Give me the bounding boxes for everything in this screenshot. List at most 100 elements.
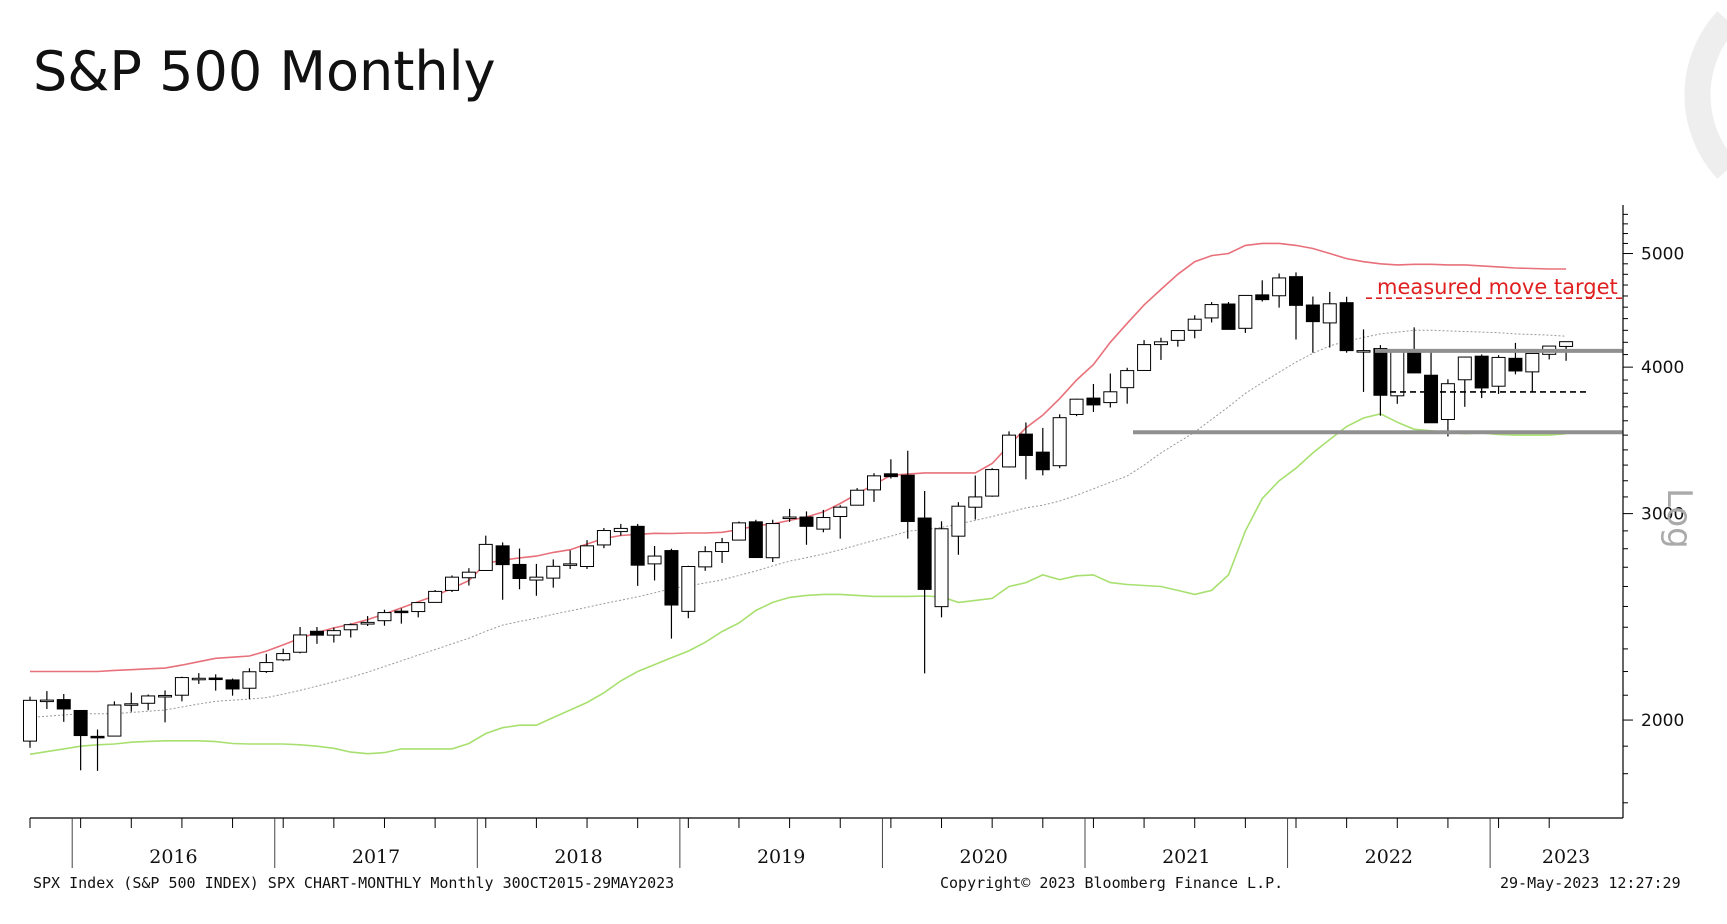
candle-body bbox=[1272, 277, 1287, 297]
candle bbox=[664, 548, 679, 639]
candle bbox=[681, 565, 696, 619]
year-label: 2019 bbox=[757, 846, 805, 868]
candle bbox=[1390, 349, 1405, 404]
y-tick-label: 2000 bbox=[1641, 711, 1684, 731]
candle-body bbox=[664, 550, 679, 606]
candle-body bbox=[1474, 355, 1489, 389]
candle-body bbox=[1187, 318, 1202, 331]
candle-body bbox=[1018, 433, 1033, 456]
candle-body bbox=[731, 522, 746, 541]
candle bbox=[715, 537, 730, 563]
candle-body bbox=[1103, 391, 1118, 404]
candle-body bbox=[917, 517, 932, 590]
candle bbox=[56, 694, 71, 722]
candle bbox=[23, 696, 37, 748]
candle-body bbox=[1221, 303, 1236, 330]
candle-body bbox=[191, 677, 206, 681]
candle-body bbox=[1035, 451, 1050, 471]
candle-body bbox=[1305, 304, 1320, 323]
candle bbox=[647, 546, 662, 581]
candle bbox=[90, 729, 105, 771]
candle-body bbox=[90, 735, 105, 739]
candle bbox=[867, 473, 881, 502]
candle bbox=[1457, 356, 1472, 407]
candle-body bbox=[799, 516, 814, 527]
candle-body bbox=[1153, 341, 1168, 346]
candle bbox=[546, 559, 561, 588]
candle bbox=[461, 568, 476, 586]
year-label: 2018 bbox=[554, 846, 602, 868]
candle-body bbox=[276, 653, 291, 661]
candle bbox=[1002, 431, 1017, 468]
candle-body bbox=[1424, 374, 1439, 424]
y-tick-label: 5000 bbox=[1641, 245, 1684, 265]
candle bbox=[883, 459, 898, 479]
candle-body bbox=[1390, 350, 1405, 397]
candle-body bbox=[1508, 357, 1523, 372]
candle bbox=[445, 575, 459, 592]
candle bbox=[1440, 379, 1455, 437]
candle-body bbox=[1457, 356, 1472, 381]
page-title: S&P 500 Monthly bbox=[33, 40, 496, 103]
candle-body bbox=[73, 709, 88, 737]
candle bbox=[1170, 330, 1185, 347]
candle-body bbox=[1255, 294, 1270, 301]
year-label: 2023 bbox=[1542, 846, 1590, 868]
candle bbox=[1305, 296, 1320, 353]
candle-body bbox=[360, 621, 375, 625]
candle bbox=[1035, 427, 1050, 476]
candle bbox=[917, 491, 932, 674]
candle-body bbox=[681, 566, 696, 612]
candle-body bbox=[715, 542, 730, 552]
candle-body bbox=[563, 563, 578, 566]
candle bbox=[73, 709, 88, 771]
candle bbox=[512, 548, 527, 590]
candle bbox=[816, 509, 831, 533]
candle-body bbox=[107, 704, 122, 737]
upper-band-line bbox=[30, 242, 1567, 673]
candle bbox=[1491, 355, 1506, 394]
candle-body bbox=[411, 602, 426, 613]
year-label: 2016 bbox=[149, 846, 197, 868]
candle bbox=[191, 673, 206, 684]
candle bbox=[799, 511, 814, 545]
candle bbox=[1508, 342, 1523, 375]
candle bbox=[124, 692, 139, 712]
candle-body bbox=[293, 634, 308, 653]
candle-body bbox=[158, 694, 173, 698]
candle bbox=[394, 608, 409, 624]
candle bbox=[1120, 367, 1135, 404]
candle bbox=[748, 519, 763, 559]
candle-body bbox=[174, 677, 189, 696]
candle-body bbox=[1407, 352, 1422, 374]
candle bbox=[1474, 354, 1489, 399]
candle bbox=[1018, 422, 1033, 480]
candle-body bbox=[900, 474, 915, 522]
candle bbox=[782, 508, 797, 522]
candle-body bbox=[1086, 397, 1101, 406]
candle-body bbox=[343, 624, 358, 631]
candle bbox=[900, 450, 915, 539]
candle-body bbox=[445, 576, 459, 591]
candle bbox=[259, 653, 274, 673]
candle bbox=[309, 627, 324, 644]
year-label: 2021 bbox=[1162, 846, 1210, 868]
candle bbox=[1103, 373, 1118, 408]
candle-body bbox=[596, 530, 611, 546]
candle-body bbox=[1339, 302, 1354, 352]
candle-body bbox=[1052, 417, 1067, 467]
candle-body bbox=[630, 525, 645, 566]
candle-body bbox=[580, 545, 595, 568]
candle-body bbox=[748, 521, 763, 559]
candle-body bbox=[23, 699, 37, 742]
candle bbox=[850, 488, 865, 506]
candle-body bbox=[141, 695, 156, 704]
mid-band-line bbox=[29, 329, 1567, 718]
candle-body bbox=[985, 469, 1000, 497]
candle bbox=[1153, 337, 1168, 360]
candle bbox=[630, 523, 645, 586]
candle bbox=[377, 609, 392, 626]
candle-body bbox=[850, 489, 865, 506]
candle-body bbox=[478, 543, 493, 571]
